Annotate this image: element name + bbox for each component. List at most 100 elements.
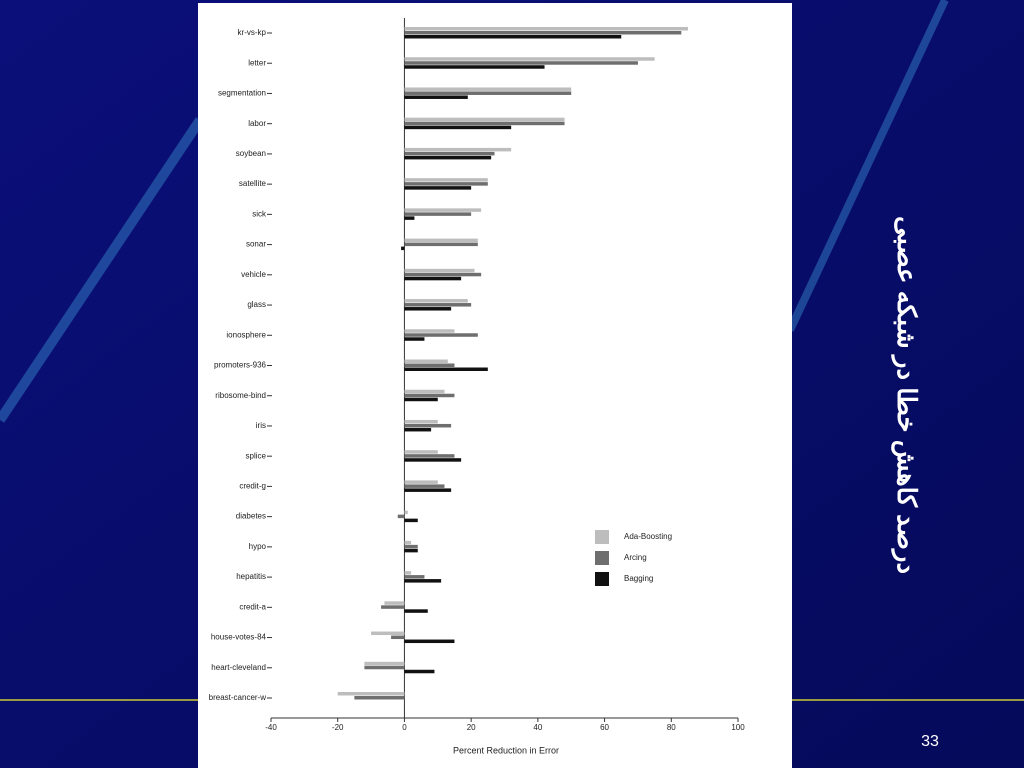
- bar: [404, 147, 512, 152]
- y-tick-label: letter: [248, 58, 266, 67]
- legend-label: Ada-Boosting: [624, 532, 672, 541]
- bar: [404, 337, 425, 341]
- bar: [404, 488, 452, 492]
- bar: [404, 216, 415, 220]
- decor: [0, 117, 205, 423]
- bar: [404, 121, 565, 126]
- bar: [404, 669, 435, 674]
- y-tick-label: credit-a: [239, 602, 266, 611]
- bar: [404, 57, 655, 61]
- y-tick-label: ionosphere: [226, 330, 266, 339]
- bar: [404, 548, 418, 553]
- bar: [401, 246, 405, 251]
- bar: [404, 363, 455, 367]
- bar: [404, 544, 418, 549]
- bar: [404, 307, 452, 311]
- legend-swatch: [595, 530, 609, 544]
- y-tick-label: credit-g: [239, 482, 266, 491]
- x-axis-label: Percent Reduction in Error: [453, 745, 559, 755]
- bar: [384, 601, 405, 605]
- bar: [404, 458, 462, 462]
- bar: [404, 397, 438, 402]
- x-tick-label: 20: [467, 723, 476, 732]
- legend-swatch: [595, 551, 609, 565]
- legend-label: Bagging: [624, 574, 653, 583]
- bar: [404, 303, 472, 307]
- x-tick-label: 40: [533, 723, 542, 732]
- y-tick-label: vehicle: [241, 270, 266, 279]
- x-tick-label: -20: [332, 723, 344, 732]
- bar: [404, 419, 438, 424]
- y-tick-label: promoters-936: [214, 361, 267, 370]
- y-tick-label: kr-vs-kp: [238, 28, 267, 37]
- x-tick-label: 0: [402, 723, 407, 732]
- y-tick-label: labor: [248, 119, 266, 128]
- bar: [404, 125, 512, 130]
- slide-title: درصد کاهش خطا در شبکه عصبی: [891, 216, 922, 574]
- bar: [404, 389, 445, 394]
- x-tick-label: 80: [667, 723, 676, 732]
- bar: [404, 208, 482, 212]
- y-tick-label: soybean: [236, 149, 266, 158]
- bar: [404, 155, 492, 160]
- bar: [404, 65, 545, 69]
- x-tick-label: -40: [265, 723, 277, 732]
- y-tick-label: hepatitis: [236, 572, 266, 581]
- legend-swatch: [595, 572, 609, 586]
- y-tick-label: glass: [247, 300, 266, 309]
- bar: [404, 276, 462, 281]
- bar: [404, 579, 442, 583]
- bar: [381, 605, 405, 609]
- y-tick-label: satellite: [239, 179, 267, 188]
- y-tick-label: segmentation: [218, 89, 266, 98]
- y-tick-label: sonar: [246, 240, 266, 249]
- bar: [364, 665, 405, 670]
- bar: [397, 514, 405, 519]
- bar: [404, 609, 428, 613]
- bar: [404, 367, 488, 371]
- legend-label: Arcing: [624, 553, 647, 562]
- y-tick-label: splice: [246, 451, 267, 460]
- bar: [404, 393, 455, 398]
- bar: [404, 182, 488, 186]
- bar: [404, 518, 418, 523]
- bar: [337, 692, 405, 696]
- bar: [404, 272, 482, 277]
- y-tick-label: ribosome-bind: [215, 391, 266, 400]
- y-tick-label: iris: [256, 421, 266, 430]
- y-tick-label: sick: [252, 209, 267, 218]
- bar: [404, 333, 478, 337]
- bar: [404, 151, 495, 156]
- page-number: 33: [921, 733, 939, 750]
- decor: [786, 0, 949, 332]
- bar: [391, 635, 405, 640]
- bar: [371, 631, 405, 636]
- bar: [404, 450, 438, 454]
- y-tick-label: heart-cleveland: [211, 663, 266, 672]
- y-tick-label: diabetes: [236, 512, 266, 521]
- bar: [404, 35, 622, 39]
- bar: [404, 91, 572, 95]
- chart-panel: [198, 3, 792, 768]
- bar: [404, 95, 468, 99]
- y-tick-label: breast-cancer-w: [209, 693, 267, 702]
- bar: [404, 178, 488, 182]
- bar: [404, 238, 478, 243]
- bar: [404, 268, 475, 273]
- bar: [404, 87, 572, 91]
- bar: [364, 661, 405, 666]
- bar: [404, 423, 452, 428]
- bar: [404, 575, 425, 579]
- bar: [404, 31, 682, 35]
- bar: [404, 571, 412, 575]
- bar: [404, 329, 455, 333]
- y-tick-label: hypo: [249, 542, 267, 551]
- bar: [404, 61, 638, 65]
- x-tick-label: 60: [600, 723, 609, 732]
- bar: [404, 484, 445, 488]
- bar: [404, 27, 688, 31]
- bar: [404, 510, 408, 515]
- bar: [404, 117, 565, 122]
- bar: [404, 359, 448, 363]
